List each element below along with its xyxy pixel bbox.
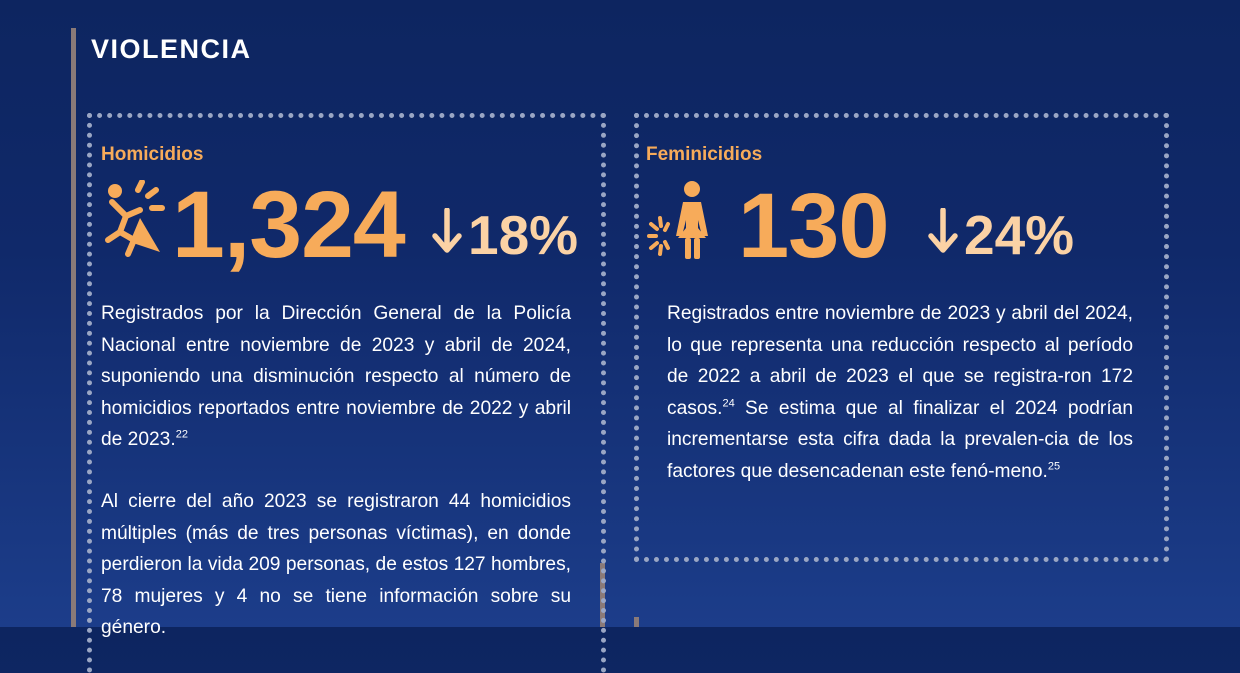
homicidios-paragraph-1: Registrados por la Dirección General de … bbox=[101, 303, 571, 451]
homicidios-card bbox=[87, 113, 606, 673]
homicidios-paragraph-2: Al cierre del año 2023 se registraron 44… bbox=[101, 491, 571, 639]
right-accent-bar bbox=[634, 617, 639, 627]
arrow-down-icon bbox=[928, 208, 958, 254]
woman-figure-icon bbox=[647, 181, 708, 259]
feminicidios-value: 130 bbox=[738, 175, 889, 277]
homicidios-value: 1,324 bbox=[172, 172, 406, 278]
feminicidios-change: 24% bbox=[928, 208, 1074, 263]
feminicidios-card bbox=[634, 113, 1169, 562]
homicidios-label: Homicidios bbox=[101, 144, 204, 165]
section-title: VIOLENCIA bbox=[91, 34, 252, 64]
footnote-ref: 22 bbox=[175, 428, 188, 441]
feminicidios-change-value: 24% bbox=[964, 204, 1075, 266]
feminicidios-paragraph: Registrados entre noviembre de 2023 y ab… bbox=[667, 303, 1133, 482]
arrow-down-icon bbox=[432, 208, 462, 254]
falling-person-icon bbox=[105, 180, 165, 257]
feminicidios-label: Feminicidios bbox=[646, 144, 763, 165]
footnote-ref: 25 bbox=[1047, 460, 1061, 473]
footnote-ref: 24 bbox=[722, 397, 735, 410]
homicidios-change-value: 18% bbox=[468, 204, 579, 266]
homicidios-change: 18% bbox=[432, 208, 578, 263]
left-accent-bar bbox=[71, 28, 76, 627]
